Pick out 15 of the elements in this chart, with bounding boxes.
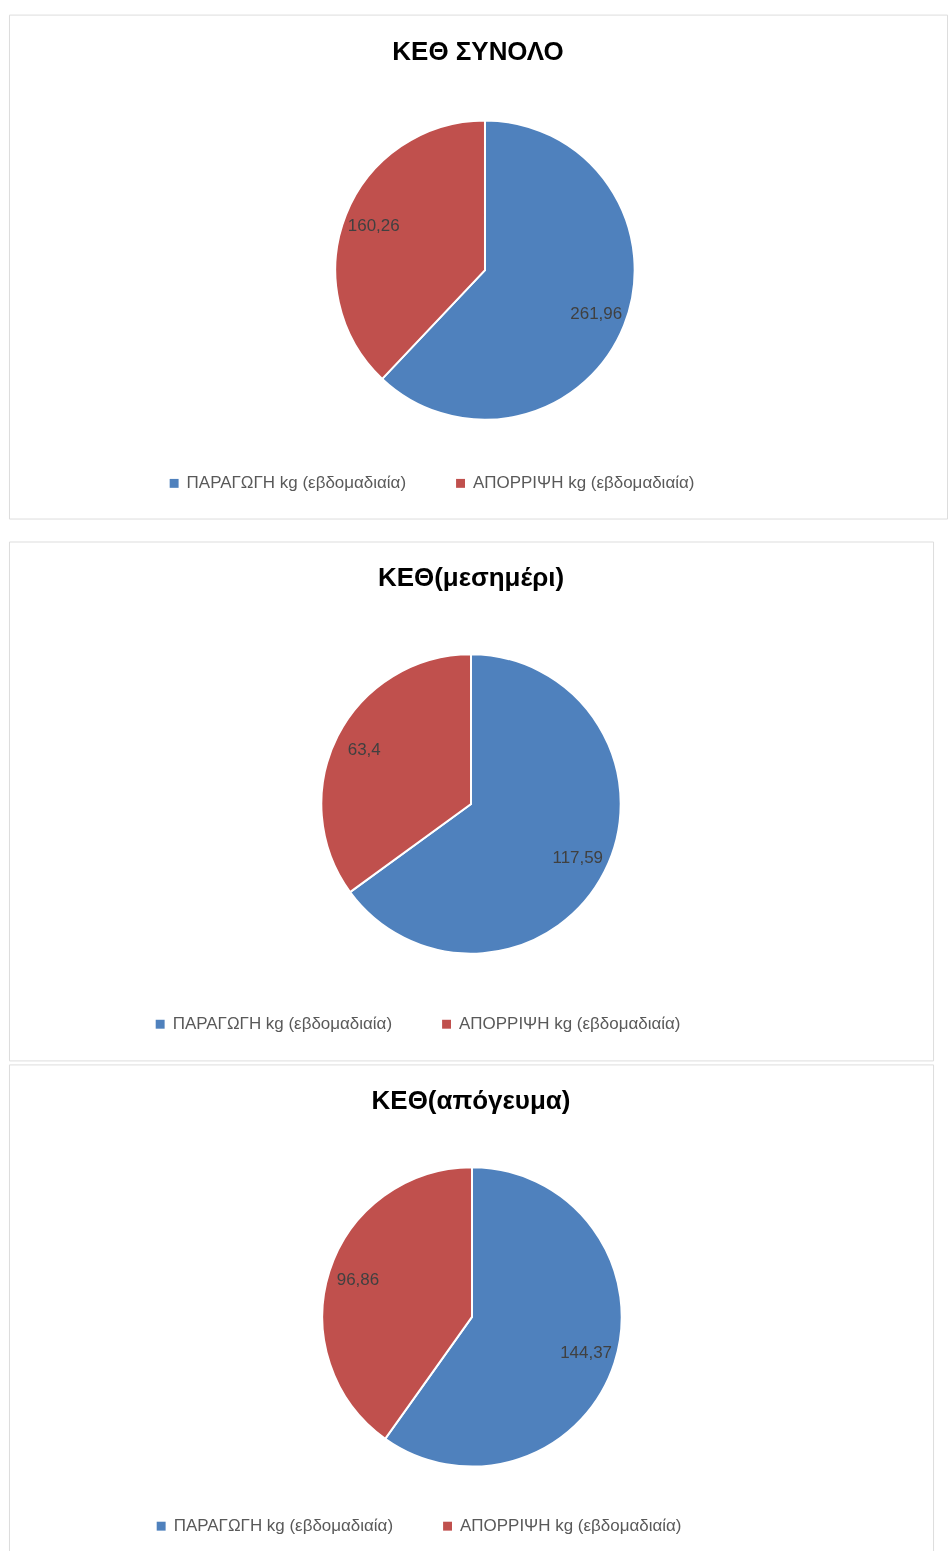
chart-title: ΚΕΘ ΣΥΝΟΛΟ bbox=[392, 36, 564, 65]
legend-label: ΑΠΟΡΡΙΨΗ kg (εβδομαδιαία) bbox=[459, 1014, 681, 1034]
chart-title: ΚΕΘ(απόγευμα) bbox=[371, 1086, 571, 1115]
data-label: 160,26 bbox=[347, 215, 400, 235]
legend-label: ΑΠΟΡΡΙΨΗ kg (εβδομαδιαία) bbox=[460, 1516, 682, 1536]
legend-label: ΠΑΡΑΓΩΓΗ kg (εβδομαδιαία) bbox=[186, 473, 407, 493]
legend-label: ΠΑΡΑΓΩΓΗ kg (εβδομαδιαία) bbox=[173, 1516, 394, 1536]
data-label: 63,4 bbox=[347, 739, 381, 759]
chart-title: ΚΕΘ(μεσημέρι) bbox=[377, 563, 565, 592]
data-label: 117,59 bbox=[552, 848, 604, 868]
data-label: 144,37 bbox=[560, 1343, 612, 1363]
legend-label: ΑΠΟΡΡΙΨΗ kg (εβδομαδιαία) bbox=[473, 473, 695, 493]
data-label: 96,86 bbox=[336, 1270, 380, 1290]
data-label: 261,96 bbox=[570, 304, 623, 324]
legend-label: ΠΑΡΑΓΩΓΗ kg (εβδομαδιαία) bbox=[172, 1014, 393, 1034]
